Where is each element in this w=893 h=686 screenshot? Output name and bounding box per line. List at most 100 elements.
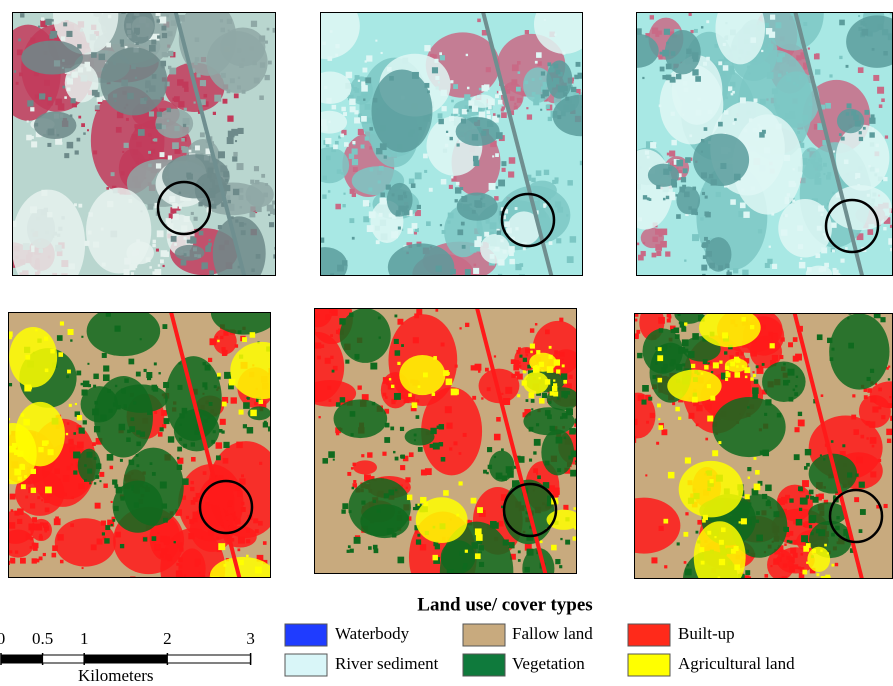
texture-speck — [880, 3, 884, 7]
texture-speck — [856, 457, 863, 464]
texture-speck — [55, 516, 59, 520]
texture-speck — [233, 152, 237, 156]
texture-speck — [281, 77, 285, 81]
texture-speck — [798, 306, 804, 312]
texture-speck — [315, 342, 321, 348]
texture-speck — [563, 92, 567, 96]
texture-speck — [816, 573, 819, 576]
texture-speck — [610, 46, 615, 51]
texture-speck — [725, 366, 729, 370]
texture-speck — [44, 498, 50, 504]
texture-patch — [665, 30, 701, 74]
texture-speck — [389, 76, 394, 81]
scale-tick-label: 3 — [246, 629, 255, 648]
texture-speck — [771, 48, 773, 50]
texture-speck — [605, 50, 609, 54]
texture-speck — [767, 259, 772, 264]
texture-speck — [251, 21, 257, 27]
texture-speck — [161, 61, 167, 67]
texture-speck — [202, 587, 206, 591]
texture-speck — [38, 26, 40, 28]
texture-speck — [149, 45, 156, 52]
texture-speck — [548, 401, 551, 404]
texture-speck — [695, 212, 698, 215]
texture-speck — [64, 153, 69, 158]
texture-speck — [118, 487, 123, 492]
texture-speck — [565, 540, 570, 545]
texture-speck — [685, 157, 691, 163]
texture-speck — [851, 415, 856, 420]
texture-speck — [106, 583, 111, 588]
texture-speck — [415, 172, 422, 179]
map-panel — [284, 0, 626, 321]
texture-speck — [439, 424, 444, 429]
texture-speck — [711, 310, 713, 312]
texture-speck — [462, 245, 466, 249]
texture-speck — [827, 338, 832, 343]
texture-speck — [352, 148, 358, 154]
texture-speck — [504, 221, 510, 227]
texture-speck — [831, 533, 835, 537]
texture-speck — [326, 304, 329, 307]
texture-speck — [358, 80, 360, 82]
texture-speck — [154, 411, 157, 414]
texture-speck — [484, 232, 489, 237]
texture-speck — [327, 293, 331, 297]
texture-speck — [516, 87, 521, 92]
texture-speck — [406, 487, 408, 489]
texture-speck — [227, 137, 234, 144]
texture-speck — [230, 579, 235, 584]
texture-speck — [845, 247, 848, 250]
texture-speck — [221, 347, 225, 351]
texture-speck — [804, 466, 808, 470]
texture-speck — [421, 470, 427, 476]
texture-speck — [376, 240, 380, 244]
texture-speck — [564, 437, 567, 440]
texture-speck — [776, 581, 782, 587]
texture-speck — [502, 475, 507, 480]
texture-speck — [746, 550, 749, 553]
texture-speck — [57, 134, 60, 137]
texture-speck — [398, 557, 405, 564]
texture-speck — [633, 178, 635, 180]
texture-speck — [781, 229, 787, 235]
texture-speck — [540, 540, 543, 543]
texture-speck — [163, 382, 169, 388]
legend-swatch — [285, 624, 327, 646]
texture-speck — [564, 396, 567, 399]
texture-speck — [770, 15, 775, 20]
texture-speck — [181, 260, 187, 266]
texture-speck — [547, 62, 551, 66]
texture-speck — [853, 429, 858, 434]
texture-speck — [440, 224, 442, 226]
texture-speck — [809, 490, 814, 495]
texture-speck — [420, 544, 426, 550]
texture-speck — [273, 28, 278, 33]
texture-speck — [563, 505, 568, 510]
texture-speck — [263, 541, 267, 545]
texture-speck — [756, 511, 760, 515]
texture-speck — [193, 147, 195, 149]
texture-speck — [612, 401, 618, 407]
texture-speck — [63, 86, 66, 89]
texture-speck — [323, 176, 327, 180]
texture-speck — [387, 67, 392, 72]
texture-speck — [177, 465, 182, 470]
texture-speck — [753, 371, 755, 373]
texture-speck — [788, 561, 793, 566]
texture-speck — [70, 523, 74, 527]
texture-speck — [799, 488, 803, 492]
texture-speck — [148, 164, 152, 168]
texture-speck — [827, 552, 829, 554]
texture-speck — [796, 376, 798, 378]
texture-speck — [685, 569, 692, 576]
texture-speck — [195, 145, 200, 150]
texture-speck — [713, 2, 717, 6]
texture-speck — [401, 344, 404, 347]
texture-speck — [216, 455, 221, 460]
texture-speck — [218, 377, 221, 380]
texture-speck — [209, 270, 214, 275]
texture-speck — [456, 514, 459, 517]
texture-speck — [775, 105, 780, 110]
texture-speck — [217, 373, 221, 377]
